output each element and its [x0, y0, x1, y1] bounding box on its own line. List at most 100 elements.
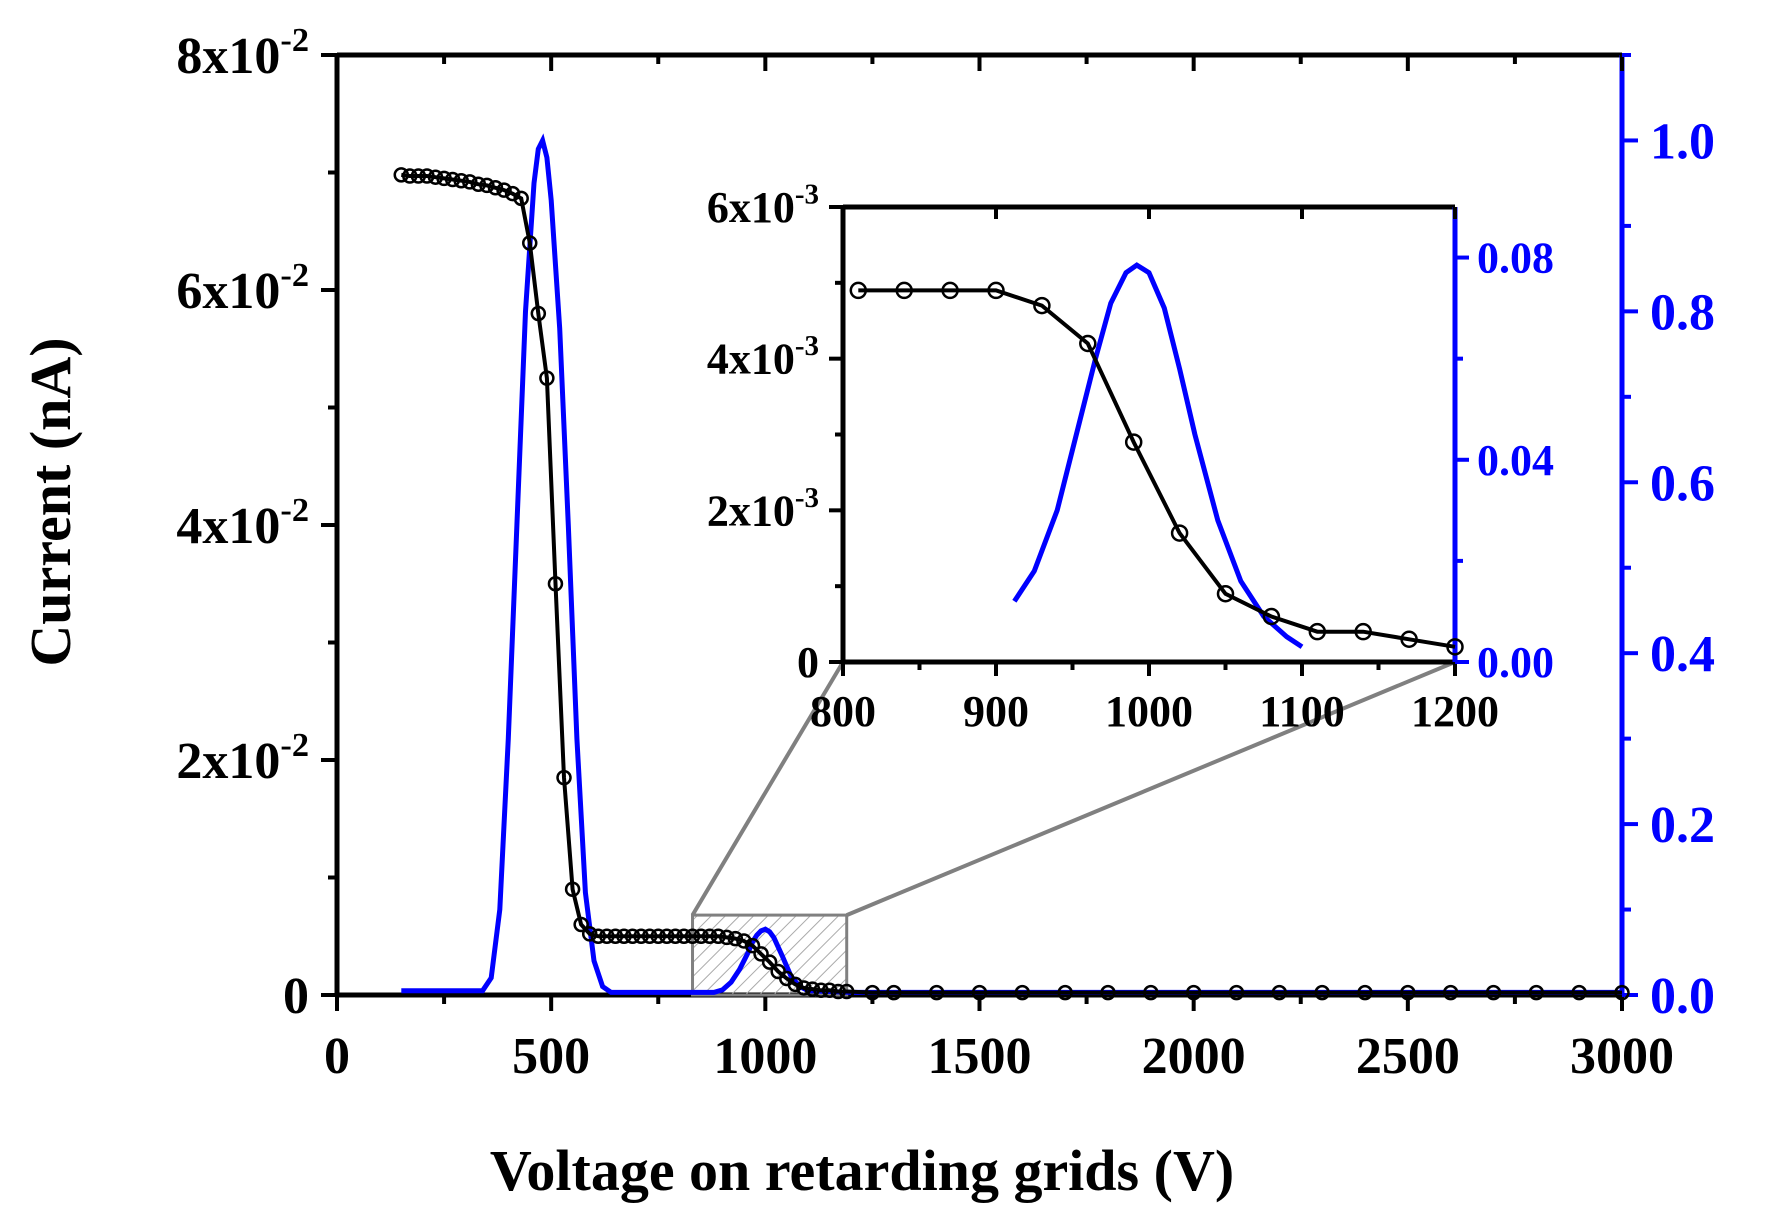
current-point — [813, 982, 829, 999]
current-point — [744, 937, 761, 954]
current-point — [556, 769, 572, 786]
current-point — [599, 928, 615, 944]
current-point — [710, 928, 726, 944]
y-tick-label: 6x10-2 — [176, 256, 309, 320]
inset-current-point — [1079, 334, 1097, 353]
current-point — [633, 928, 649, 944]
inset-x-tick-label: 900 — [963, 687, 1029, 736]
inset-x-tick-label: 1200 — [1411, 687, 1499, 736]
inset-x-tick-label: 1000 — [1105, 687, 1193, 736]
current-point — [830, 983, 846, 1000]
y2-tick-label: 0.4 — [1650, 626, 1715, 683]
inset-plot: 800 900 1000 1100 1200 0 2x10-3 4x10-3 6x10-3 0.0… — [690, 179, 1554, 917]
inset-x-tick-label: 1100 — [1259, 687, 1345, 736]
y2-tick-label: 0.2 — [1650, 797, 1715, 854]
current-point — [1357, 984, 1373, 1001]
inset-current-point — [987, 281, 1005, 300]
current-point — [1014, 984, 1031, 1001]
current-point — [1528, 984, 1545, 1001]
current-point — [701, 928, 718, 944]
inset-y-tick-label: 0 — [797, 638, 819, 687]
y-tick-label: 2x10-2 — [176, 726, 309, 790]
inset-y2-tick-label: 0.08 — [1477, 234, 1554, 283]
x-tick-label: 500 — [512, 1028, 590, 1085]
y2-tick-label: 0.0 — [1650, 968, 1715, 1025]
current-point — [753, 946, 769, 962]
current-point — [676, 928, 692, 944]
current-point — [864, 984, 881, 1001]
current-point — [436, 170, 452, 187]
y-tick-label: 4x10-2 — [176, 491, 309, 555]
current-point — [641, 928, 658, 944]
current-point — [453, 172, 469, 189]
inset-background — [843, 207, 1455, 662]
current-point — [624, 928, 641, 944]
current-point — [522, 235, 538, 251]
y-tick-label: 0 — [283, 968, 309, 1025]
inset-current-point — [1262, 607, 1281, 626]
current-point — [1485, 984, 1502, 1001]
x-tick-label: 2000 — [1142, 1028, 1246, 1085]
current-point — [402, 168, 418, 184]
current-point — [470, 176, 487, 192]
current-point — [444, 171, 461, 188]
inset-current-point — [1400, 630, 1418, 648]
current-point — [487, 180, 504, 196]
current-point — [659, 928, 675, 944]
main-plot: 0 500 1000 1500 2000 2500 3000 0 2x10-2 4x10-2 6x1… — [176, 21, 1715, 1085]
current-point — [530, 305, 547, 322]
zoom-connector-right — [845, 660, 1456, 917]
current-point — [1442, 984, 1459, 1001]
y-axis-title: Current (nA) — [18, 337, 83, 666]
current-point — [1228, 984, 1245, 1001]
inset-current-point — [1124, 433, 1143, 451]
x-tick-label: 2500 — [1356, 1028, 1460, 1085]
current-point — [693, 928, 709, 944]
current-point — [719, 929, 735, 946]
current-point — [496, 182, 512, 198]
current-point — [1271, 984, 1288, 1001]
current-point — [573, 916, 589, 933]
inset-y-tick-label: 4x10-3 — [707, 330, 819, 383]
current-point — [796, 980, 812, 996]
current-point — [616, 928, 632, 944]
inset-current-point — [1308, 622, 1327, 641]
inset-current-point — [1170, 524, 1189, 542]
inset-x-tick-label: 800 — [810, 687, 876, 736]
current-point — [419, 168, 435, 184]
y2-tick-label: 0.8 — [1650, 284, 1715, 341]
inset-y2-tick-label: 0.00 — [1477, 638, 1554, 687]
current-point — [838, 983, 855, 1000]
current-point — [590, 928, 607, 944]
current-point — [410, 168, 427, 184]
current-point — [479, 177, 495, 194]
inset-y-tick-label: 6x10-3 — [707, 179, 819, 232]
current-point — [886, 984, 902, 1001]
current-point — [1185, 984, 1202, 1001]
current-point — [787, 976, 804, 993]
inset-current-point — [895, 281, 913, 300]
current-point — [736, 933, 752, 949]
inset-current-point — [1446, 638, 1464, 656]
current-point — [513, 190, 529, 207]
y2-tick-label: 0.6 — [1650, 455, 1715, 512]
x-tick-label: 0 — [324, 1028, 350, 1085]
inset-current-point — [1033, 296, 1051, 315]
current-point — [804, 981, 821, 997]
current-point — [971, 984, 988, 1001]
current-point — [1571, 984, 1587, 1001]
x-tick-label: 1000 — [713, 1028, 817, 1085]
zoom-connector-left — [690, 660, 845, 917]
current-point — [462, 174, 478, 190]
current-point — [427, 169, 444, 185]
current-point — [547, 576, 564, 592]
inset-current-point — [849, 281, 868, 300]
current-point — [1614, 984, 1630, 1001]
current-point — [684, 928, 701, 944]
x-tick-label: 3000 — [1570, 1028, 1674, 1085]
current-point — [928, 984, 945, 1001]
y2-tick-label: 1.0 — [1650, 113, 1715, 170]
current-point — [581, 926, 598, 942]
current-point — [650, 928, 666, 944]
